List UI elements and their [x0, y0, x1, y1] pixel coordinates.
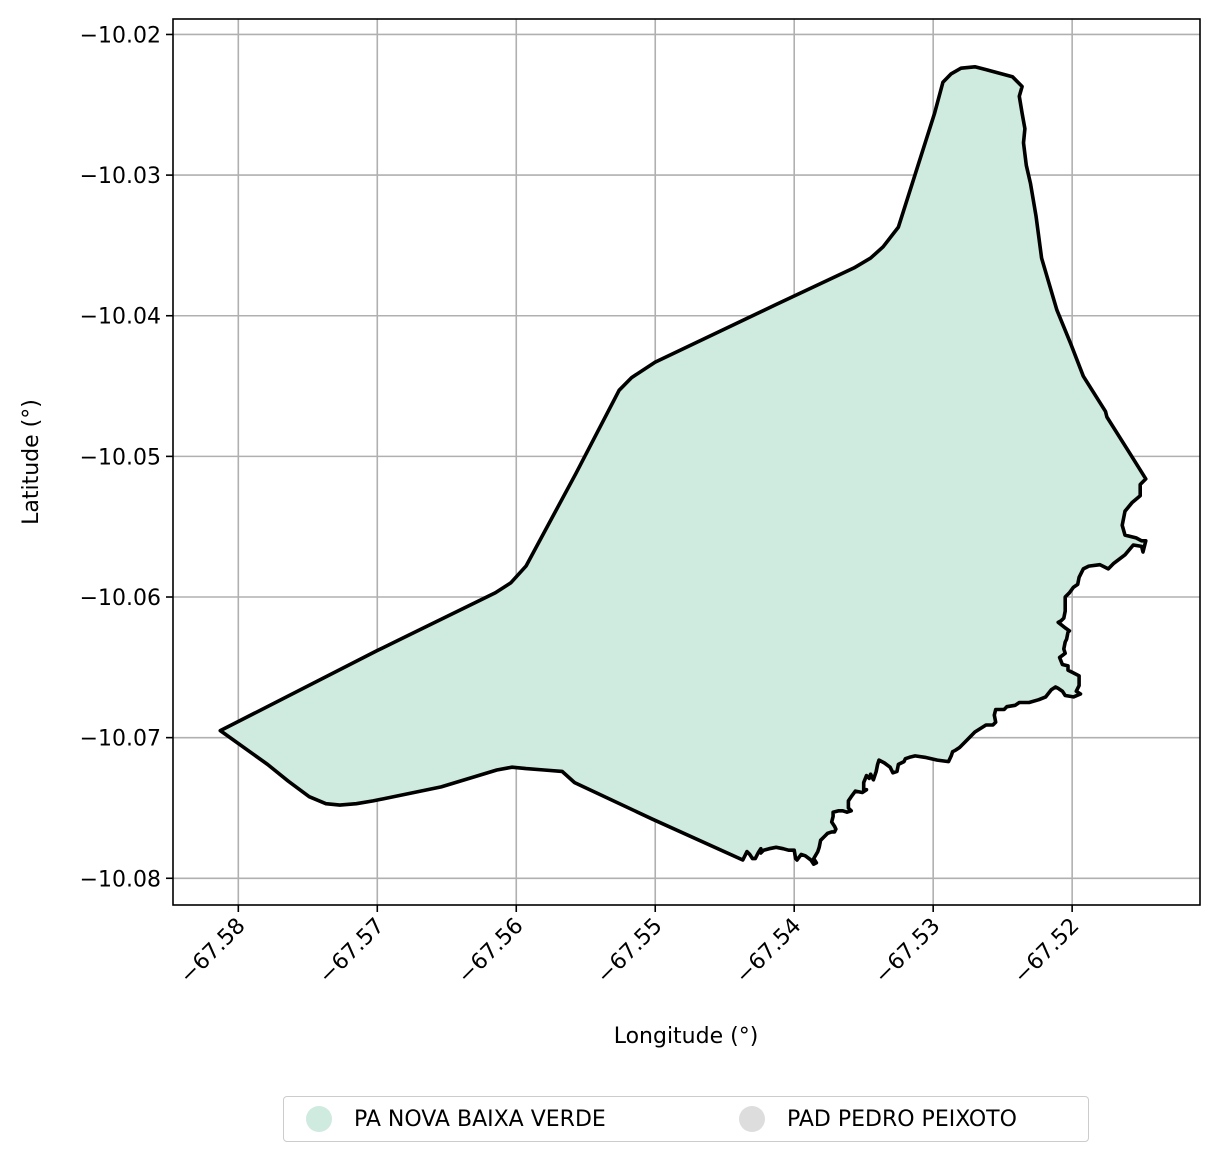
x-tick-label: −67.57: [314, 914, 389, 989]
legend-entry-pa-nova-baixa-verde: PA NOVA BAIXA VERDE: [306, 1097, 606, 1141]
y-tick-label: −10.03: [80, 164, 161, 189]
legend-entry-pad-pedro-peixoto: PAD PEDRO PEIXOTO: [739, 1097, 1017, 1141]
y-tick-label: −10.05: [80, 445, 161, 470]
x-tick-label: −67.56: [453, 914, 528, 989]
y-tick-label: −10.08: [80, 867, 161, 892]
legend-label-pa-nova-baixa-verde: PA NOVA BAIXA VERDE: [354, 1106, 606, 1132]
x-tick-label: −67.52: [1009, 914, 1084, 989]
legend-marker-pad-pedro-peixoto: [739, 1106, 765, 1132]
y-tick-label: −10.07: [80, 727, 161, 752]
x-tick-label: −67.53: [870, 914, 945, 989]
x-tick-label: −67.54: [731, 914, 806, 989]
legend: PA NOVA BAIXA VERDE PAD PEDRO PEIXOTO: [283, 1096, 1089, 1142]
y-tick-label: −10.06: [80, 586, 161, 611]
axes-frame: [172, 18, 1201, 906]
region-polygon-pa-nova-baixa-verde: [218, 65, 1148, 866]
y-axis-title: Latitude (°): [19, 399, 44, 525]
y-tick-label: −10.04: [80, 305, 161, 330]
y-tick-label: −10.02: [80, 23, 161, 48]
x-axis-title: Longitude (°): [614, 1024, 759, 1049]
x-tick-label: −67.58: [175, 914, 250, 989]
legend-label-pad-pedro-peixoto: PAD PEDRO PEIXOTO: [787, 1106, 1017, 1132]
legend-marker-pa-nova-baixa-verde: [306, 1106, 332, 1132]
x-tick-label: −67.55: [592, 914, 667, 989]
